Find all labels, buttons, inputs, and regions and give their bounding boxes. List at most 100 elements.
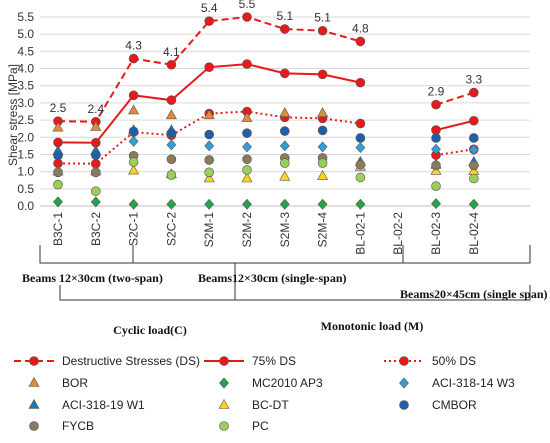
data-point [204,140,215,152]
data-point [279,107,291,118]
legend-marker [28,376,40,387]
y-tick-label: 2.0 [17,130,34,144]
data-point [431,181,441,191]
series-line [435,119,475,132]
data-labels: 2.5 2.4 4.3 4.1 5.4 5.5 5.1 5.1 4.8 2.9 3.3 [50,0,483,116]
legend-marker [219,377,229,389]
x-tick-label: BL-02-2 [391,212,405,255]
series-cmbor [53,125,479,161]
data-point [431,160,441,171]
data-label: 5.5 [239,0,256,11]
data-point [204,198,215,210]
legend-label: MC2010 AP3 [252,376,323,390]
group-label: Beams20×45cm (single span) [400,287,548,301]
data-label: 2.5 [50,101,67,115]
series-line [435,148,474,157]
data-point [279,126,290,136]
legend-item: ACI-318-14 W3 [399,376,515,390]
data-point [242,165,252,175]
y-tick-label: 5.0 [17,27,34,41]
group-brackets: Beams 12×30cm (two-span) Beams12×30cm (si… [22,245,548,337]
legend-marker [399,356,409,366]
bracket-two-span [39,245,134,264]
legend-item: CMBOR [399,398,477,412]
data-point [468,173,479,184]
x-tick-label: B3C-2 [89,212,103,246]
data-point [317,125,328,136]
data-point [431,143,441,155]
data-label: 5.4 [201,1,218,15]
group-label: Beams12×30cm (single-span) [198,271,347,285]
data-point [317,158,328,168]
x-tick-label: S2M-2 [240,212,254,248]
data-point [279,198,290,210]
x-tick-label: S2C-1 [127,212,141,246]
legend-label: ACI-318-14 W3 [432,376,515,390]
series-aci-318-19-w1 [52,124,480,169]
bracket-cyclic [59,285,236,301]
series-mc2010-ap3 [53,196,479,210]
legend-label: CMBOR [432,398,477,412]
legend-label: BC-DT [252,398,289,412]
data-point [91,186,101,197]
data-point [355,172,366,183]
legend-item: MC2010 AP3 [219,376,323,390]
data-point [166,154,177,165]
data-point [279,158,290,168]
data-point [468,160,479,171]
legend-label: 50% DS [432,354,476,368]
data-point [242,198,252,210]
x-tick-label: BL-02-1 [353,212,367,255]
legend-marker [399,377,409,389]
y-tick-label: 4.0 [17,62,34,76]
bracket-monotonic [234,285,531,301]
y-tick-label: 1.0 [17,165,34,179]
chart-series [52,12,480,210]
data-label: 5.1 [314,11,331,25]
legend-label: 75% DS [252,354,296,368]
series-75-ds [53,59,479,148]
legend-item: ACI-318-19 W1 [28,398,145,412]
legend-label: ACI-318-19 W1 [62,398,145,412]
legend-item: 75% DS [204,354,296,368]
data-point [242,141,252,153]
data-point [241,111,253,122]
data-point [355,36,366,47]
data-point [166,59,177,70]
data-point [355,159,366,170]
data-point [242,128,252,138]
series-line [57,15,361,123]
y-tick-label: 5.5 [17,10,34,24]
data-point [355,198,366,210]
legend-label: FYCB [62,419,94,433]
legend-marker [218,398,230,409]
legend-label: Destructive Stresses (DS) [62,354,200,368]
x-tick-label: S2M-3 [278,212,292,248]
data-point [165,109,177,120]
data-point [90,120,102,131]
x-tick-label: BL-02-3 [429,212,443,255]
data-point [317,141,328,153]
data-point [242,59,252,69]
data-point [128,198,139,210]
data-point [279,24,290,34]
data-point [203,109,215,120]
group-label: Beams 12×30cm (two-span) [22,271,163,285]
load-label: Cyclic load(C) [113,323,187,337]
data-label: 4.3 [125,39,142,53]
data-point [279,68,290,79]
legend-item: PC [219,419,269,433]
data-point [91,150,101,160]
legend-marker [29,421,39,431]
x-tick-label: S2M-1 [202,212,216,248]
data-point [468,198,479,210]
chart-legend: Destructive Stresses (DS) 75% DS 50% DS BOR… [14,354,515,433]
x-tick-label: B3C-1 [51,212,65,246]
x-tick-label: S2C-2 [164,212,178,246]
load-label: Monotonic load (M) [321,319,424,333]
data-point [241,172,253,183]
data-point [355,118,366,129]
legend-marker [219,421,229,431]
legend-item: 50% DS [384,354,476,368]
